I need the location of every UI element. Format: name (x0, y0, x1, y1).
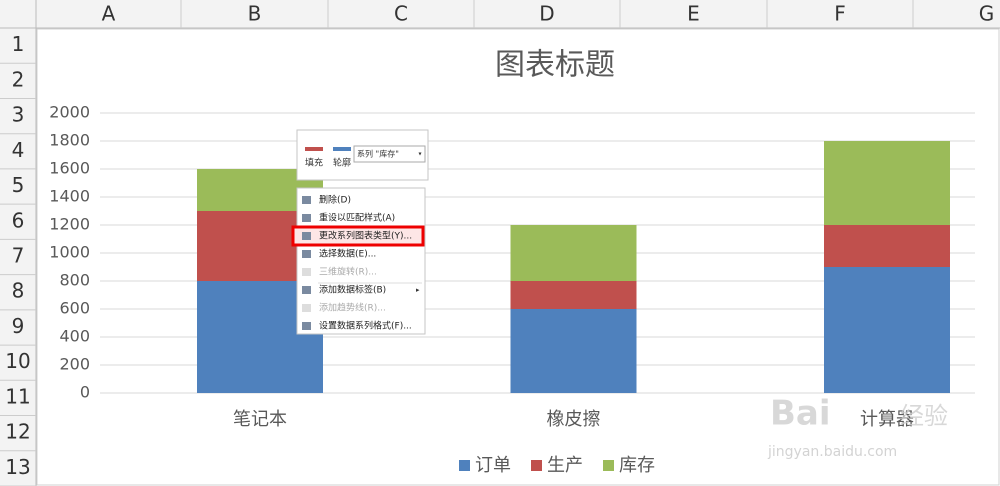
y-tick-label: 1200 (49, 215, 90, 234)
chart-title: 图表标题 (495, 48, 615, 83)
row-header[interactable]: 4 (12, 138, 25, 162)
column-header[interactable]: G (979, 2, 995, 26)
row-header[interactable]: 7 (12, 244, 25, 268)
bar-segment[interactable] (824, 267, 950, 393)
y-tick-label: 1000 (49, 243, 90, 262)
bar-segment[interactable] (510, 281, 637, 309)
menu-icon (302, 304, 311, 312)
legend-swatch (531, 460, 542, 471)
y-tick-label: 1800 (49, 131, 90, 150)
legend-swatch (603, 460, 614, 471)
row-header[interactable]: 8 (12, 279, 25, 303)
column-header[interactable]: D (539, 2, 554, 26)
fill-button[interactable]: 填充 (305, 157, 323, 169)
menu-icon (302, 268, 311, 276)
y-tick-label: 1600 (49, 159, 90, 178)
y-tick-label: 0 (80, 383, 90, 402)
watermark-product: 经验 (900, 402, 948, 430)
column-header[interactable]: B (248, 2, 262, 26)
menu-highlight (291, 225, 425, 247)
legend-label: 库存 (619, 455, 655, 476)
y-tick-label: 400 (59, 327, 90, 346)
x-tick-label: 笔记本 (233, 409, 287, 430)
column-header[interactable]: F (834, 2, 846, 26)
row-header[interactable]: 6 (12, 208, 25, 232)
row-header[interactable]: 2 (12, 67, 25, 91)
bar-segment[interactable] (510, 309, 637, 393)
row-header[interactable]: 12 (5, 420, 30, 444)
context-menu (296, 187, 426, 335)
menu-item[interactable]: 添加数据标签(B) (319, 284, 386, 296)
y-tick-label: 800 (59, 271, 90, 290)
menu-item: 添加趋势线(R)... (319, 302, 386, 314)
watermark-brand: Bai (770, 394, 831, 434)
series-dropdown-text: 系列 "库存" (357, 149, 399, 159)
series-dropdown[interactable] (353, 145, 426, 163)
menu-item[interactable]: 更改系列图表类型(Y)... (319, 230, 412, 242)
legend-label: 生产 (547, 455, 583, 476)
fill-icon[interactable] (305, 147, 323, 151)
y-tick-label: 2000 (49, 103, 90, 122)
menu-icon (302, 322, 311, 330)
menu-item[interactable]: 设置数据系列格式(F)... (319, 320, 412, 332)
watermark-url: jingyan.baidu.com (767, 444, 897, 460)
bar-segment[interactable] (824, 225, 950, 267)
bar-segment[interactable] (824, 141, 950, 225)
legend-label: 订单 (475, 455, 511, 476)
menu-item[interactable]: 重设以匹配样式(A) (319, 212, 395, 224)
row-header[interactable]: 9 (12, 314, 25, 338)
column-header-bar (0, 0, 1000, 28)
x-tick-label: 计算器 (860, 409, 914, 430)
column-header[interactable]: C (394, 2, 408, 26)
column-header[interactable]: E (687, 2, 700, 26)
row-header[interactable]: 13 (5, 455, 30, 479)
row-header-bar (0, 0, 36, 486)
column-header[interactable]: A (102, 2, 116, 26)
row-header[interactable]: 10 (5, 349, 30, 373)
submenu-arrow: ▸ (416, 286, 420, 294)
y-tick-label: 200 (59, 355, 90, 374)
outline-icon[interactable] (333, 147, 351, 151)
menu-icon (302, 232, 311, 240)
row-header[interactable]: 11 (5, 384, 30, 408)
menu-icon (302, 196, 311, 204)
row-header[interactable]: 1 (12, 32, 25, 56)
bar-segment[interactable] (510, 225, 637, 281)
y-tick-label: 1400 (49, 187, 90, 206)
legend-swatch (459, 460, 470, 471)
menu-icon (302, 214, 311, 222)
menu-icon (302, 250, 311, 258)
y-tick-label: 600 (59, 299, 90, 318)
menu-item[interactable]: 删除(D) (319, 194, 351, 206)
x-tick-label: 橡皮擦 (547, 409, 601, 430)
outline-button[interactable]: 轮廓 (333, 157, 351, 169)
menu-item: 三维旋转(R)... (319, 266, 377, 278)
row-header[interactable]: 5 (12, 173, 25, 197)
menu-icon (302, 286, 311, 294)
dropdown-arrow: ▾ (418, 151, 421, 158)
menu-item[interactable]: 选择数据(E)... (319, 248, 376, 260)
row-header[interactable]: 3 (12, 103, 25, 127)
